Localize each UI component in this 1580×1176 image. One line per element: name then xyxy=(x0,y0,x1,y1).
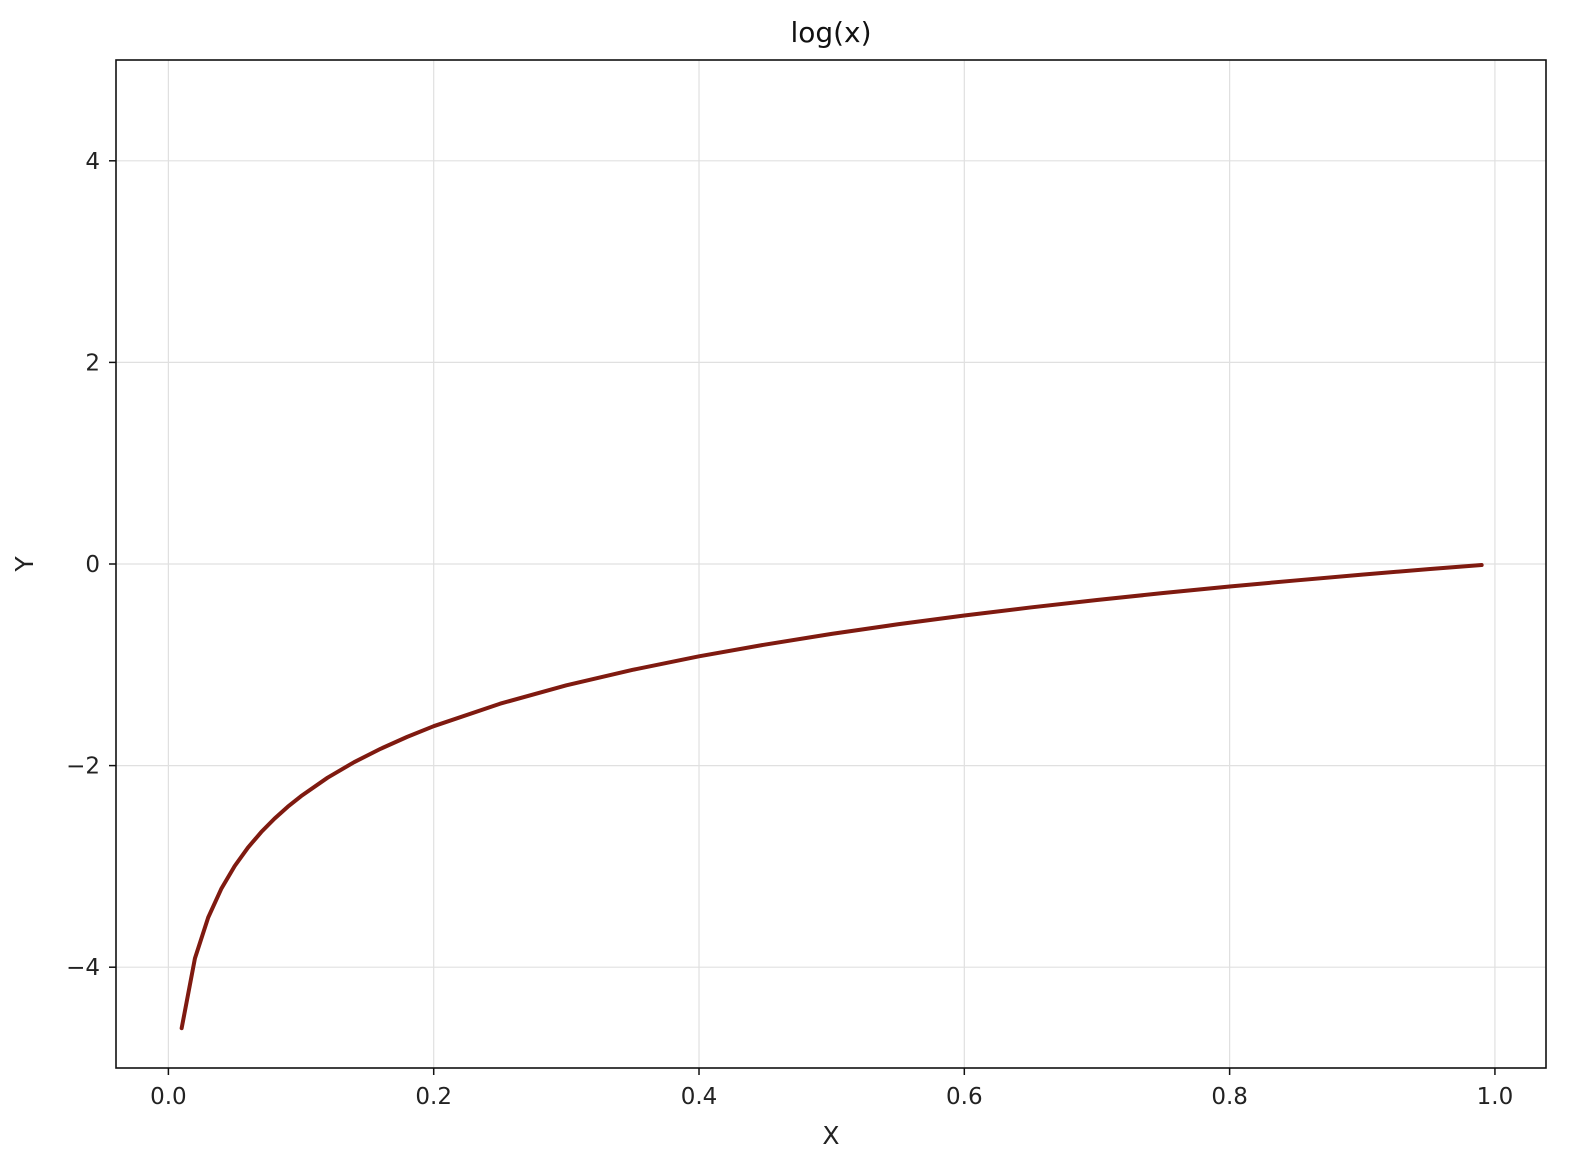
y-tick-label: −2 xyxy=(66,754,100,780)
y-tick-label: −4 xyxy=(66,955,100,981)
y-tick-label: 0 xyxy=(85,552,100,578)
ticks: 0.0 0.2 0.4 0.6 0.8 1.0 −4 −2 0 2 4 xyxy=(66,149,1513,1110)
y-axis-title: Y xyxy=(10,556,39,573)
series-layer xyxy=(179,563,1484,1031)
x-axis-title: X xyxy=(822,1121,839,1150)
x-tick-label: 0.4 xyxy=(681,1084,718,1110)
series-line xyxy=(179,563,1484,1031)
x-tick-label: 0.0 xyxy=(150,1084,187,1110)
y-tick-label: 4 xyxy=(85,149,100,175)
x-tick-label: 0.2 xyxy=(415,1084,452,1110)
grid xyxy=(116,60,1546,1068)
x-tick-label: 0.8 xyxy=(1211,1084,1248,1110)
x-tick-label: 0.6 xyxy=(946,1084,983,1110)
y-tick-label: 2 xyxy=(85,350,100,376)
chart-title: log(x) xyxy=(790,16,871,49)
x-tick-label: 1.0 xyxy=(1477,1084,1514,1110)
